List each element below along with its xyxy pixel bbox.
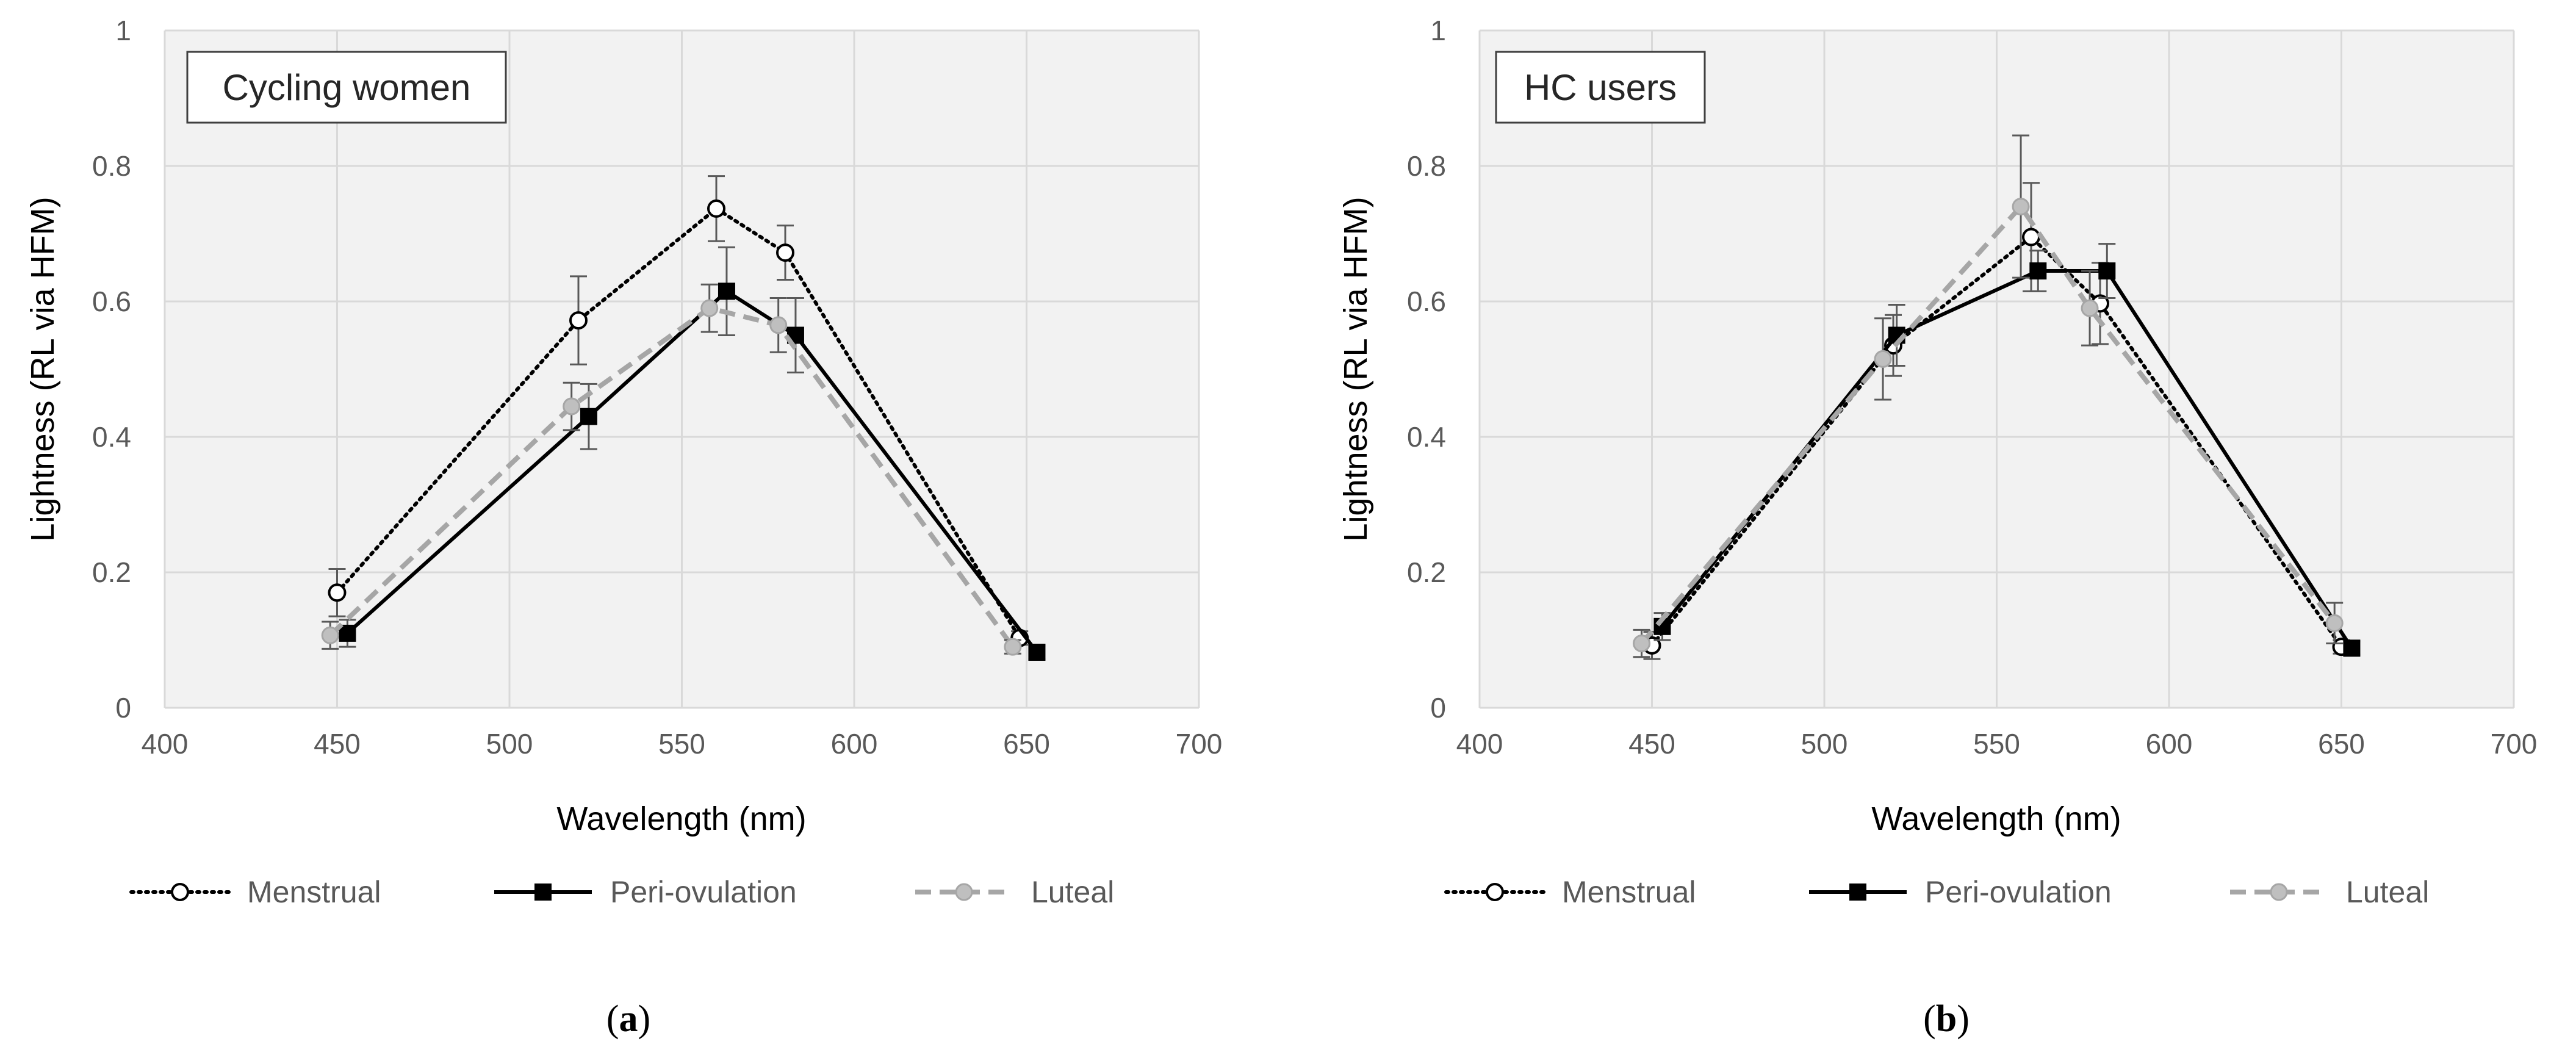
data-point-b-1-2 bbox=[2029, 262, 2047, 280]
legend-marker-a-1 bbox=[534, 883, 552, 901]
series-line-b-2 bbox=[1639, 203, 2337, 646]
y-tick-label-a-3: 0.6 bbox=[92, 286, 131, 317]
y-tick-label-a-4: 0.8 bbox=[92, 150, 131, 182]
series-a-peri-ovulation bbox=[339, 246, 1046, 661]
panel-letter-b: b bbox=[1936, 998, 1957, 1040]
y-tick-label-b-0: 0 bbox=[1430, 692, 1446, 724]
legend-item-a-0: Menstrual bbox=[129, 875, 381, 909]
title-box-a: Cycling women bbox=[186, 51, 507, 124]
legend-item-b-1: Peri-ovulation bbox=[1809, 875, 2112, 909]
x-tick-label-b-1: 450 bbox=[1628, 728, 1675, 760]
y-ticks-a: 0 0.2 0.4 0.6 0.8 1 bbox=[92, 15, 131, 724]
y-tick-label-a-2: 0.4 bbox=[92, 421, 131, 453]
legend-item-a-2: Luteal bbox=[915, 875, 1114, 909]
panel-letter-a: a bbox=[619, 998, 638, 1040]
x-tick-label-b-0: 400 bbox=[1456, 728, 1503, 760]
chart-title-a: Cycling women bbox=[223, 67, 471, 108]
title-box-b: HC users bbox=[1495, 51, 1706, 124]
series-b-luteal bbox=[1633, 134, 2344, 658]
data-point-b-2-3 bbox=[2081, 299, 2099, 317]
legend-label-b-1: Peri-ovulation bbox=[1925, 875, 2112, 909]
series-layer-a bbox=[321, 175, 1046, 661]
data-point-b-2-4 bbox=[2325, 614, 2344, 632]
x-tick-label-a-2: 500 bbox=[486, 728, 533, 760]
y-tick-label-b-2: 0.4 bbox=[1407, 421, 1446, 453]
x-ticks-a: 400 450 500 550 600 650 700 bbox=[142, 728, 1223, 760]
data-point-a-2-1 bbox=[563, 397, 581, 416]
legend-item-b-2: Luteal bbox=[2230, 875, 2429, 909]
legend-label-a-1: Peri-ovulation bbox=[610, 875, 797, 909]
data-point-a-2-0 bbox=[321, 626, 339, 644]
data-point-a-2-2 bbox=[700, 299, 719, 317]
legend-marker-b-0 bbox=[1486, 883, 1504, 901]
legend-marker-a-0 bbox=[171, 883, 189, 901]
y-tick-label-b-3: 0.6 bbox=[1407, 286, 1446, 317]
x-tick-label-a-0: 400 bbox=[142, 728, 189, 760]
y-axis-title-a: Lightness (RL via HFM) bbox=[24, 196, 61, 541]
data-point-a-0-1 bbox=[569, 311, 588, 330]
legend-label-b-2: Luteal bbox=[2346, 875, 2429, 909]
panel-label-a: (a) bbox=[606, 998, 650, 1040]
legend-marker-a-2 bbox=[955, 883, 973, 901]
data-point-a-0-3 bbox=[776, 243, 794, 262]
data-point-a-1-1 bbox=[580, 408, 597, 425]
y-tick-label-b-5: 1 bbox=[1430, 15, 1446, 46]
chart-title-b: HC users bbox=[1524, 67, 1677, 108]
x-tick-label-b-5: 650 bbox=[2318, 728, 2365, 760]
x-axis-title-a: Wavelength (nm) bbox=[556, 801, 806, 837]
y-tick-label-b-1: 0.2 bbox=[1407, 556, 1446, 588]
legend-label-a-2: Luteal bbox=[1031, 875, 1114, 909]
legend-a: Menstrual Peri-ovulation Luteal bbox=[129, 875, 1114, 909]
data-point-b-1-3 bbox=[2098, 262, 2116, 280]
data-point-b-2-2 bbox=[2012, 198, 2030, 216]
data-point-a-0-0 bbox=[328, 583, 347, 602]
x-tick-label-a-5: 650 bbox=[1003, 728, 1050, 760]
y-tick-label-a-1: 0.2 bbox=[92, 556, 131, 588]
series-layer-b bbox=[1633, 134, 2361, 660]
x-tick-label-b-3: 550 bbox=[1973, 728, 2020, 760]
x-tick-label-b-4: 600 bbox=[2146, 728, 2193, 760]
chart-panel-a: 400 450 500 550 600 650 700 0 0.2 0.4 0.6 0.8 1 Wav… bbox=[24, 15, 1222, 1040]
panel-label-b: (b) bbox=[1923, 998, 1970, 1040]
legend-label-a-0: Menstrual bbox=[247, 875, 381, 909]
y-axis-title-b: Lightness (RL via HFM) bbox=[1337, 196, 1374, 541]
x-axis-title-b: Wavelength (nm) bbox=[1871, 801, 2121, 837]
chart-panel-b: 400 450 500 550 600 650 700 0 0.2 0.4 0.6 0.8 1 Wav… bbox=[1337, 15, 2537, 1040]
data-point-a-2-4 bbox=[1004, 638, 1022, 656]
x-tick-label-b-2: 500 bbox=[1801, 728, 1848, 760]
series-a-luteal bbox=[321, 283, 1022, 656]
data-point-a-1-2 bbox=[718, 282, 735, 300]
x-tick-label-a-6: 700 bbox=[1176, 728, 1223, 760]
data-point-a-2-3 bbox=[769, 316, 788, 334]
data-point-b-2-1 bbox=[1874, 350, 1892, 368]
x-tick-label-a-1: 450 bbox=[314, 728, 361, 760]
y-tick-label-a-5: 1 bbox=[115, 15, 131, 46]
x-tick-label-a-3: 550 bbox=[658, 728, 705, 760]
x-ticks-b: 400 450 500 550 600 650 700 bbox=[1456, 728, 2538, 760]
x-tick-label-a-4: 600 bbox=[831, 728, 878, 760]
y-ticks-b: 0 0.2 0.4 0.6 0.8 1 bbox=[1407, 15, 1446, 724]
x-tick-label-b-6: 700 bbox=[2491, 728, 2538, 760]
legend-b: Menstrual Peri-ovulation Luteal bbox=[1444, 875, 2429, 909]
data-point-b-0-2 bbox=[2022, 228, 2040, 247]
data-point-b-1-4 bbox=[2343, 639, 2361, 657]
legend-marker-b-1 bbox=[1849, 883, 1866, 901]
legend-label-b-0: Menstrual bbox=[1562, 875, 1696, 909]
legend-marker-b-2 bbox=[2270, 883, 2288, 901]
y-tick-label-a-0: 0 bbox=[115, 692, 131, 724]
legend-item-a-1: Peri-ovulation bbox=[494, 875, 797, 909]
data-point-a-1-4 bbox=[1028, 643, 1046, 661]
legend-item-b-0: Menstrual bbox=[1444, 875, 1696, 909]
y-tick-label-b-4: 0.8 bbox=[1407, 150, 1446, 182]
data-point-b-2-0 bbox=[1633, 635, 1651, 653]
data-point-a-0-2 bbox=[707, 199, 725, 218]
